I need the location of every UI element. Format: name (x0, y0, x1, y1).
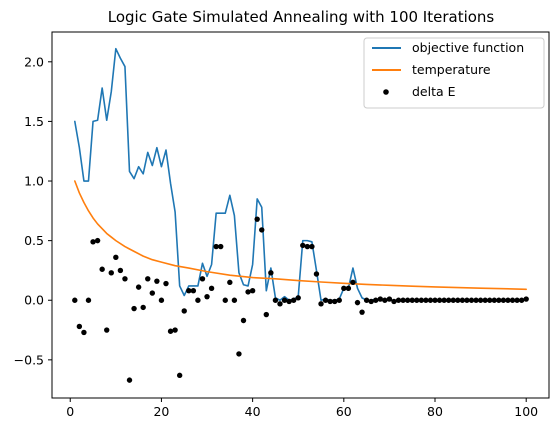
data-point-delta-e-37 (241, 318, 246, 323)
data-point-delta-e-11 (122, 276, 127, 281)
data-point-delta-e-15 (140, 305, 145, 310)
data-point-delta-e-33 (223, 298, 228, 303)
data-point-delta-e-66 (373, 298, 378, 303)
data-point-delta-e-43 (268, 270, 273, 275)
data-point-delta-e-44 (273, 298, 278, 303)
data-point-delta-e-21 (168, 329, 173, 334)
x-tick-label-2: 40 (245, 404, 261, 419)
data-point-delta-e-29 (204, 294, 209, 299)
x-tick-label-4: 80 (427, 404, 443, 419)
data-point-delta-e-16 (145, 276, 150, 281)
data-point-delta-e-38 (245, 289, 250, 294)
data-point-delta-e-18 (154, 278, 159, 283)
data-point-delta-e-48 (291, 298, 296, 303)
data-point-delta-e-19 (159, 298, 164, 303)
data-point-delta-e-5 (95, 238, 100, 243)
data-point-delta-e-52 (309, 244, 314, 249)
y-tick-label-3: 1.0 (24, 174, 44, 189)
data-point-delta-e-60 (346, 286, 351, 291)
data-point-delta-e-3 (86, 298, 91, 303)
y-tick-label-5: 2.0 (24, 54, 44, 69)
data-point-delta-e-27 (195, 298, 200, 303)
data-point-delta-e-23 (177, 373, 182, 378)
data-point-delta-e-4 (90, 239, 95, 244)
data-point-delta-e-68 (382, 298, 387, 303)
data-point-delta-e-65 (368, 299, 373, 304)
data-point-delta-e-2 (81, 330, 86, 335)
data-point-delta-e-54 (318, 301, 323, 306)
data-point-delta-e-14 (136, 284, 141, 289)
y-tick-label-2: 0.5 (24, 233, 44, 248)
y-tick-label-4: 1.5 (24, 114, 44, 129)
data-point-delta-e-50 (300, 243, 305, 248)
data-point-delta-e-98 (519, 298, 524, 303)
data-point-delta-e-61 (350, 280, 355, 285)
legend-label-temperature: temperature (412, 62, 491, 77)
data-point-delta-e-46 (282, 298, 287, 303)
data-point-delta-e-26 (191, 288, 196, 293)
data-point-delta-e-64 (364, 298, 369, 303)
data-point-delta-e-70 (391, 299, 396, 304)
y-tick-label-0: −0.5 (14, 352, 44, 367)
data-point-delta-e-20 (163, 281, 168, 286)
data-point-delta-e-36 (236, 351, 241, 356)
data-point-delta-e-10 (118, 268, 123, 273)
data-point-delta-e-6 (99, 267, 104, 272)
data-point-delta-e-35 (232, 298, 237, 303)
data-point-delta-e-7 (104, 327, 109, 332)
data-point-delta-e-9 (113, 255, 118, 260)
data-point-delta-e-32 (218, 244, 223, 249)
data-point-delta-e-57 (332, 299, 337, 304)
chart-title: Logic Gate Simulated Annealing with 100 … (108, 8, 495, 26)
data-point-delta-e-24 (182, 308, 187, 313)
data-point-delta-e-28 (200, 276, 205, 281)
data-point-delta-e-58 (337, 298, 342, 303)
legend-label-objective-function: objective function (412, 40, 524, 55)
data-point-delta-e-1 (77, 324, 82, 329)
x-tick-label-3: 60 (336, 404, 352, 419)
legend-marker-delta-e (383, 89, 389, 95)
data-point-delta-e-12 (127, 377, 132, 382)
data-point-delta-e-99 (524, 296, 529, 301)
data-point-delta-e-69 (387, 296, 392, 301)
data-point-delta-e-62 (355, 300, 360, 305)
x-tick-label-0: 0 (66, 404, 74, 419)
data-point-delta-e-67 (378, 296, 383, 301)
x-tick-label-5: 100 (514, 404, 538, 419)
data-point-delta-e-22 (172, 327, 177, 332)
data-point-delta-e-40 (254, 216, 259, 221)
data-point-delta-e-0 (72, 298, 77, 303)
legend: objective function temperature delta E (364, 38, 544, 108)
data-point-delta-e-30 (209, 286, 214, 291)
data-point-delta-e-8 (109, 270, 114, 275)
data-point-delta-e-13 (131, 306, 136, 311)
y-tick-label-1: 0.0 (24, 293, 44, 308)
data-point-delta-e-63 (359, 309, 364, 314)
data-point-delta-e-39 (250, 288, 255, 293)
legend-label-delta-e: delta E (412, 84, 456, 99)
data-point-delta-e-34 (227, 280, 232, 285)
data-point-delta-e-17 (150, 290, 155, 295)
data-point-delta-e-45 (277, 301, 282, 306)
data-point-delta-e-55 (323, 298, 328, 303)
data-point-delta-e-41 (259, 227, 264, 232)
x-tick-label-1: 20 (153, 404, 169, 419)
data-point-delta-e-53 (314, 271, 319, 276)
data-point-delta-e-47 (286, 299, 291, 304)
data-point-delta-e-42 (264, 312, 269, 317)
data-point-delta-e-49 (296, 295, 301, 300)
